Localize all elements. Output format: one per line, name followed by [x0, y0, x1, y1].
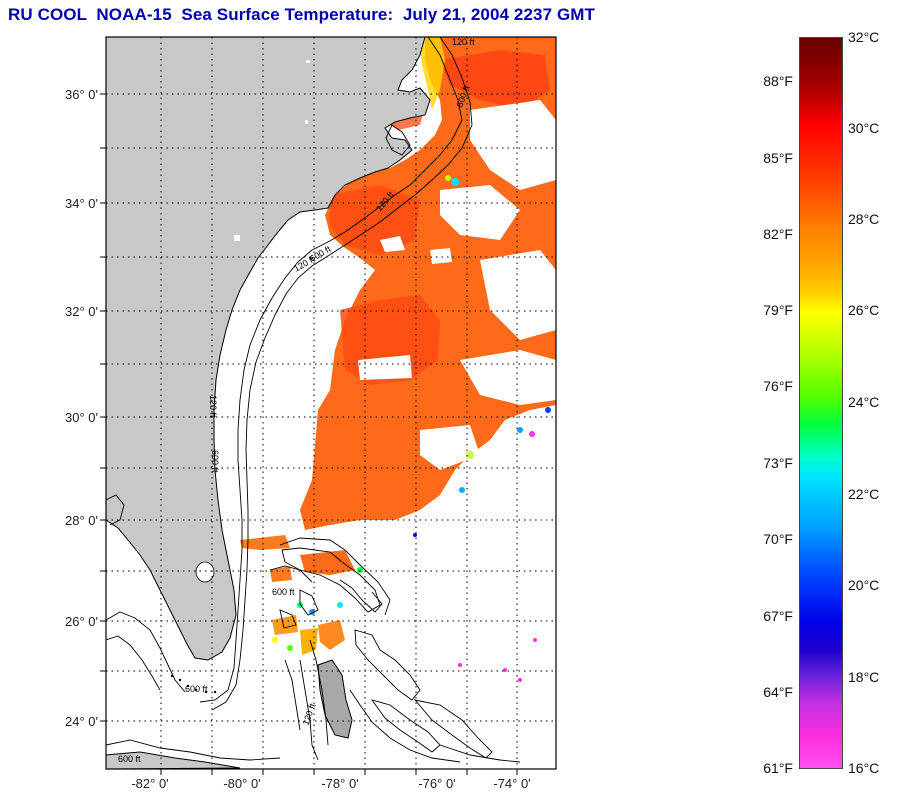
map-frame: [105, 36, 557, 770]
contour-label: 600 ft: [185, 684, 208, 694]
sst-strait-water: [240, 535, 290, 550]
sst-strait-water: [270, 566, 292, 582]
graticule: [106, 37, 556, 769]
contour-label: 120 ft: [208, 395, 218, 418]
colorbar-c-label: 18°C: [848, 669, 880, 685]
land-andros: [317, 659, 353, 739]
colorbar-c-label: 28°C: [848, 211, 880, 227]
colorbar-f-label: 64°F: [763, 684, 793, 700]
sst-strait-water: [318, 620, 345, 650]
colorbar-c-label: 20°C: [848, 577, 880, 593]
colorbar-c-label: 24°C: [848, 394, 880, 410]
colorbar-f-label: 79°F: [763, 302, 793, 318]
lat-label: 30° 0': [65, 410, 98, 425]
lat-label: 26° 0': [65, 614, 98, 629]
contour-label: 600 ft: [272, 587, 295, 597]
colorbar-c-label: 22°C: [848, 486, 880, 502]
colorbar-c-label: 32°C: [848, 29, 880, 45]
colorbar-f-label: 88°F: [763, 73, 793, 89]
colorbar-c-label: 16°C: [848, 760, 880, 776]
colorbar-f-label: 61°F: [763, 760, 793, 776]
colorbar-c-label: 30°C: [848, 120, 880, 136]
lat-label: 36° 0': [65, 87, 98, 102]
colorbar-f-label: 82°F: [763, 226, 793, 242]
colorbar-f-label: 73°F: [763, 455, 793, 471]
lon-label: -82° 0': [131, 776, 168, 791]
contour-label: 600 ft: [118, 754, 141, 764]
latitude-labels: 36° 0' 34° 0' 32° 0' 30° 0' 28° 0' 26° 0…: [65, 87, 98, 729]
lat-label: 24° 0': [65, 714, 98, 729]
colorbar-c-label: 26°C: [848, 302, 880, 318]
contour-label: 600 ft: [210, 450, 220, 473]
land-cuba: [106, 751, 241, 769]
page-title: RU COOL NOAA-15 Sea Surface Temperature:…: [8, 5, 596, 24]
lon-label: -80° 0': [223, 776, 260, 791]
sst-yellow-band: [418, 37, 445, 110]
cloud-gaps: [358, 100, 556, 470]
sst-strait-water: [300, 550, 355, 575]
lon-label: -74° 0': [493, 776, 530, 791]
colorbar-f-label: 67°F: [763, 608, 793, 624]
longitude-labels: -82° 0' -80° 0' -78° 0' -76° 0' -74° 0': [131, 776, 530, 791]
depth-contours: [106, 37, 473, 763]
lat-label: 34° 0': [65, 196, 98, 211]
lon-label: -76° 0': [418, 776, 455, 791]
colorbar-f-label: 70°F: [763, 531, 793, 547]
lat-label: 32° 0': [65, 304, 98, 319]
inland-lakes: [234, 60, 310, 241]
lake-okeechobee: [195, 561, 215, 583]
contour-label: 120 ft: [452, 37, 475, 47]
colorbar-f-label: 85°F: [763, 150, 793, 166]
lat-label: 28° 0': [65, 513, 98, 528]
bahamas-islands: [279, 547, 521, 763]
colorbar-f-label: 76°F: [763, 378, 793, 394]
temperature-colorbar: [799, 37, 843, 769]
land-us-coast: [106, 37, 431, 661]
lon-label: -78° 0': [321, 776, 358, 791]
sst-strait-water: [272, 615, 298, 635]
map-ticks: [100, 93, 518, 775]
